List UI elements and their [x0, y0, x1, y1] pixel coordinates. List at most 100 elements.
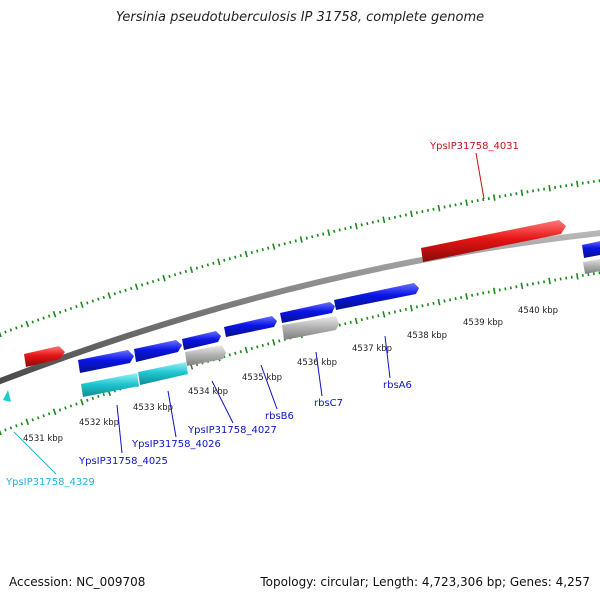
- gene-label-ypsip31758-4031[interactable]: YpsIP31758_4031: [429, 141, 519, 152]
- gene-label-ypsip31758-4027[interactable]: YpsIP31758_4027: [187, 425, 277, 436]
- gene-label-rbsa6[interactable]: rbsA6: [383, 380, 412, 391]
- outer-tick: [299, 236, 303, 243]
- outer-tick: [52, 310, 57, 318]
- leader-lines: [13, 152, 485, 475]
- outer-tick: [9, 328, 13, 332]
- outer-tick: [31, 320, 34, 324]
- inner-tick: [234, 351, 237, 355]
- gene-blue-2[interactable]: [134, 340, 182, 362]
- gene-blue-1[interactable]: [78, 350, 134, 373]
- scale-label: 4535 kbp: [242, 373, 282, 383]
- outer-tick: [36, 318, 40, 322]
- outer-tick: [338, 228, 341, 232]
- inner-tick: [91, 396, 95, 400]
- inner-tick: [409, 304, 413, 312]
- outer-tick: [168, 274, 171, 279]
- inner-tick: [509, 286, 512, 290]
- inner-tick: [404, 307, 407, 311]
- inner-tick: [0, 429, 2, 436]
- inner-tick: [476, 292, 479, 296]
- outer-tick: [520, 189, 524, 197]
- gene-cyan-1[interactable]: [81, 373, 139, 397]
- inner-tick: [377, 314, 380, 318]
- inner-tick: [102, 393, 105, 397]
- inner-tick: [278, 339, 281, 343]
- outer-tick: [388, 217, 391, 221]
- gene-label-rbsb6[interactable]: rbsB6: [265, 411, 294, 422]
- gene-blue-3[interactable]: [182, 331, 221, 350]
- outer-tick-row: [0, 179, 600, 338]
- gene-cyan-2[interactable]: [138, 362, 188, 385]
- inner-tick: [371, 315, 374, 319]
- scale-label: 4531 kbp: [23, 434, 63, 444]
- outer-tick: [404, 213, 407, 217]
- outer-tick: [421, 209, 424, 214]
- inner-tick: [487, 290, 490, 294]
- outer-tick: [487, 197, 490, 201]
- inner-tick: [256, 345, 259, 349]
- outer-tick: [173, 273, 177, 277]
- outer-tick: [228, 257, 231, 261]
- inner-tick: [244, 346, 248, 354]
- outer-tick: [15, 326, 18, 330]
- outer-tick: [460, 202, 463, 206]
- outer-tick: [504, 194, 507, 198]
- outer-tick: [354, 222, 358, 230]
- inner-tick: [20, 422, 24, 426]
- gene-ypsip31758-4031[interactable]: [421, 220, 566, 262]
- inner-tick: [460, 296, 463, 300]
- outer-tick: [91, 299, 95, 303]
- outer-tick: [377, 219, 380, 223]
- rna-marker-4329[interactable]: [3, 390, 11, 402]
- gene-label-ypsip31758-4026[interactable]: YpsIP31758_4026: [131, 439, 221, 450]
- inner-tick: [58, 408, 62, 412]
- inner-tick: [543, 280, 546, 284]
- outer-tick: [360, 223, 363, 227]
- outer-tick: [157, 278, 160, 282]
- outer-tick: [223, 258, 226, 262]
- inner-tick: [52, 408, 57, 416]
- inner-tick: [36, 416, 40, 420]
- inner-tick: [31, 418, 34, 422]
- inner-tick: [64, 406, 67, 410]
- gene-blue-right-edge[interactable]: [582, 240, 600, 258]
- outer-tick: [393, 215, 396, 219]
- outer-tick: [4, 330, 7, 334]
- inner-tick: [415, 305, 418, 309]
- gene-gray-right-edge[interactable]: [583, 258, 600, 274]
- gene-label-ypsip31758-4025[interactable]: YpsIP31758_4025: [78, 456, 168, 467]
- outer-tick: [107, 292, 112, 299]
- inner-tick: [69, 404, 73, 408]
- gene-label-rbsc7[interactable]: rbsC7: [314, 398, 343, 409]
- outer-tick: [184, 269, 188, 274]
- inner-tick: [554, 278, 557, 282]
- gene-blue-5[interactable]: [280, 302, 335, 323]
- outer-tick: [289, 240, 292, 244]
- inner-tick: [354, 317, 358, 325]
- outer-tick: [146, 281, 149, 285]
- gene-gray-1[interactable]: [185, 345, 226, 366]
- inner-tick: [449, 298, 452, 302]
- outer-tick: [316, 233, 319, 237]
- gene-gray-2[interactable]: [282, 316, 339, 340]
- outer-tick: [272, 243, 276, 250]
- outer-tick: [344, 227, 347, 231]
- inner-tick: [432, 301, 435, 305]
- inner-tick: [9, 426, 13, 430]
- outer-tick: [371, 220, 374, 224]
- outer-tick: [465, 199, 468, 207]
- outer-tick: [515, 192, 518, 196]
- gene-blue-6[interactable]: [334, 283, 419, 310]
- outer-tick: [399, 214, 402, 218]
- inner-tick: [504, 287, 507, 291]
- inner-tick: [570, 275, 573, 279]
- inner-tick: [80, 398, 84, 406]
- gene-label-ypsip31758-4329[interactable]: YpsIP31758_4329: [5, 477, 95, 488]
- gene-red-left[interactable]: [24, 346, 65, 367]
- inner-tick: [426, 303, 430, 307]
- inner-tick: [15, 424, 18, 428]
- gene-blue-4[interactable]: [224, 316, 277, 337]
- outer-tick: [559, 184, 562, 189]
- inner-tick: [443, 299, 446, 303]
